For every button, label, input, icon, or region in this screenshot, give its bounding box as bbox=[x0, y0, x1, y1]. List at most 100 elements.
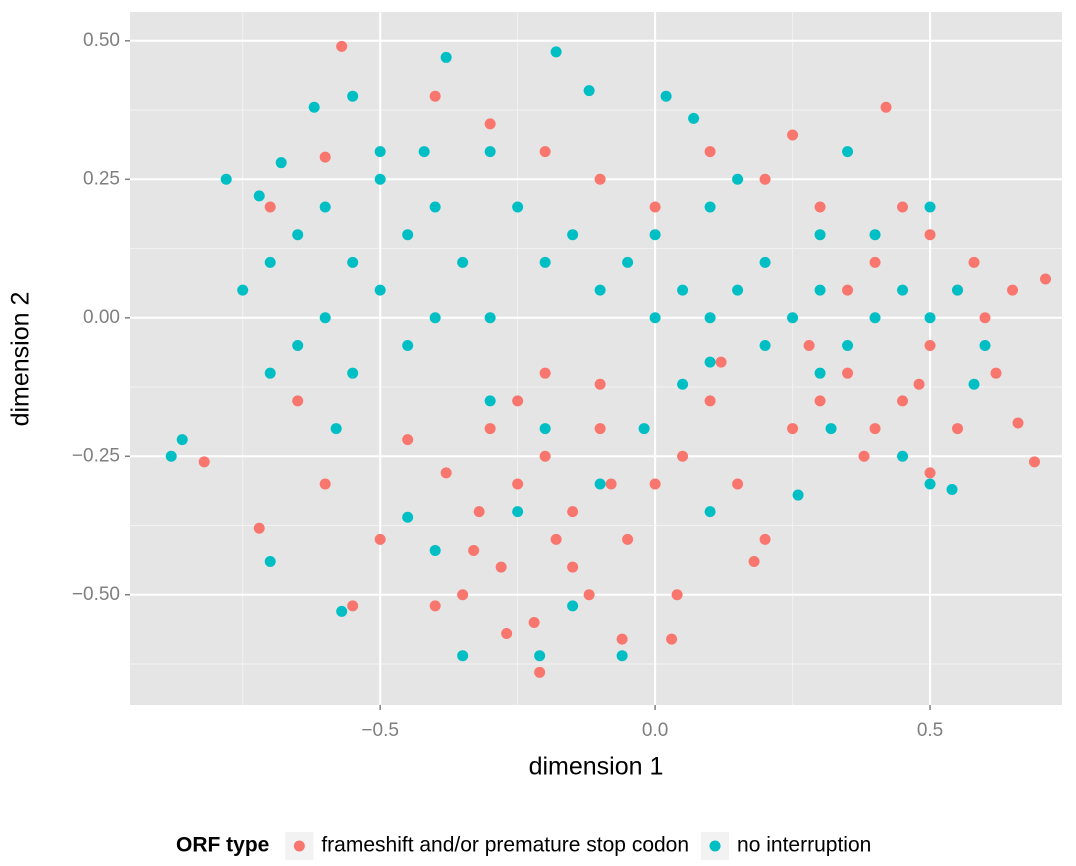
point bbox=[1007, 284, 1019, 296]
point bbox=[688, 112, 700, 124]
point bbox=[347, 90, 359, 102]
point bbox=[484, 312, 496, 324]
point bbox=[347, 367, 359, 379]
y-tick-label: −0.25 bbox=[72, 445, 120, 466]
point bbox=[264, 256, 276, 268]
point bbox=[897, 284, 909, 296]
point bbox=[336, 605, 348, 617]
point bbox=[176, 434, 188, 446]
point bbox=[501, 628, 513, 640]
point bbox=[567, 229, 579, 241]
point bbox=[638, 423, 650, 435]
point bbox=[484, 423, 496, 435]
y-tick-label: 0.00 bbox=[83, 307, 120, 328]
point bbox=[748, 556, 760, 568]
point bbox=[512, 478, 524, 490]
point bbox=[457, 256, 469, 268]
point bbox=[550, 533, 562, 545]
point bbox=[374, 146, 386, 158]
point bbox=[567, 506, 579, 518]
point bbox=[622, 533, 634, 545]
point bbox=[715, 356, 727, 368]
point bbox=[319, 151, 331, 163]
point bbox=[594, 173, 606, 185]
point bbox=[1029, 456, 1041, 468]
point bbox=[814, 367, 826, 379]
point bbox=[374, 284, 386, 296]
point bbox=[512, 201, 524, 213]
point bbox=[539, 450, 551, 462]
point bbox=[814, 395, 826, 407]
point bbox=[787, 129, 799, 141]
point bbox=[484, 395, 496, 407]
legend: ORF type frameshift and/or premature stop… bbox=[176, 832, 871, 860]
point bbox=[165, 450, 177, 462]
point bbox=[198, 456, 210, 468]
point bbox=[253, 190, 265, 202]
point bbox=[787, 312, 799, 324]
point bbox=[814, 229, 826, 241]
point bbox=[418, 146, 430, 158]
point bbox=[880, 101, 892, 113]
point bbox=[264, 556, 276, 568]
point bbox=[292, 339, 304, 351]
point bbox=[913, 378, 925, 390]
point bbox=[495, 561, 507, 573]
point bbox=[402, 511, 414, 523]
point bbox=[429, 600, 441, 612]
point bbox=[457, 589, 469, 601]
point bbox=[732, 173, 744, 185]
legend-title: ORF type bbox=[176, 834, 269, 857]
point bbox=[759, 339, 771, 351]
point bbox=[666, 633, 678, 645]
point bbox=[622, 256, 634, 268]
point bbox=[319, 312, 331, 324]
point bbox=[534, 650, 546, 662]
point bbox=[968, 256, 980, 268]
point bbox=[237, 284, 249, 296]
point bbox=[660, 90, 672, 102]
point bbox=[792, 489, 804, 501]
point bbox=[605, 478, 617, 490]
point bbox=[759, 256, 771, 268]
point bbox=[649, 201, 661, 213]
point bbox=[924, 229, 936, 241]
point bbox=[484, 146, 496, 158]
point bbox=[704, 506, 716, 518]
point bbox=[677, 450, 689, 462]
point bbox=[539, 423, 551, 435]
point bbox=[825, 423, 837, 435]
point bbox=[330, 423, 342, 435]
point bbox=[220, 173, 232, 185]
point bbox=[347, 600, 359, 612]
point bbox=[704, 312, 716, 324]
point bbox=[704, 395, 716, 407]
point bbox=[539, 367, 551, 379]
point bbox=[952, 284, 964, 296]
point bbox=[374, 533, 386, 545]
point bbox=[704, 201, 716, 213]
point bbox=[979, 312, 991, 324]
point bbox=[1040, 273, 1052, 285]
y-tick-label: 0.50 bbox=[83, 30, 120, 51]
point bbox=[952, 423, 964, 435]
point bbox=[457, 650, 469, 662]
point bbox=[814, 201, 826, 213]
point bbox=[990, 367, 1002, 379]
point bbox=[402, 434, 414, 446]
point bbox=[842, 284, 854, 296]
point bbox=[264, 201, 276, 213]
point bbox=[803, 339, 815, 351]
point bbox=[440, 51, 452, 63]
point bbox=[732, 478, 744, 490]
point bbox=[704, 356, 716, 368]
point bbox=[402, 229, 414, 241]
point bbox=[924, 201, 936, 213]
point bbox=[869, 312, 881, 324]
point bbox=[308, 101, 320, 113]
point bbox=[649, 478, 661, 490]
x-tick-label: −0.5 bbox=[361, 720, 399, 741]
point bbox=[319, 201, 331, 213]
y-tick-label: −0.50 bbox=[72, 584, 120, 605]
